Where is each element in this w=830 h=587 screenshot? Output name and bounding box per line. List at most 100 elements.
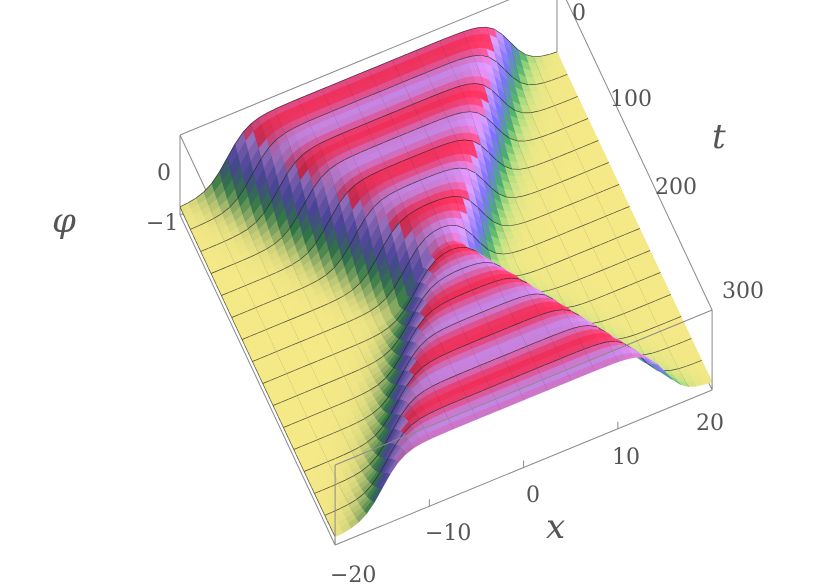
mesh-line — [262, 383, 266, 390]
mesh-line — [234, 132, 244, 145]
z-ticks: 0 −1 — [146, 161, 178, 236]
mesh-line — [386, 85, 395, 90]
mesh-line — [429, 357, 438, 363]
mesh-line — [281, 102, 291, 107]
mesh-line — [334, 133, 343, 138]
mesh-line — [314, 411, 323, 415]
mesh-line — [509, 41, 518, 50]
mesh-line — [597, 215, 606, 220]
mesh-line — [439, 378, 449, 383]
mesh-line — [317, 274, 327, 281]
mesh-line — [626, 256, 635, 261]
mesh-line — [453, 346, 462, 351]
mesh-line — [354, 179, 363, 186]
mesh-line — [380, 194, 389, 201]
mesh-line — [379, 397, 389, 408]
mesh-line — [357, 123, 366, 128]
x-tick-label: −20 — [330, 563, 376, 587]
mesh-line — [363, 484, 373, 494]
mesh-line — [329, 526, 333, 532]
mesh-line — [673, 316, 682, 321]
mesh-line — [549, 51, 558, 55]
mesh-line — [485, 117, 495, 125]
mesh-line — [456, 225, 465, 229]
mesh-line — [613, 288, 622, 293]
mesh-line — [546, 105, 555, 110]
mesh-line — [409, 154, 418, 159]
mesh-line — [267, 351, 277, 356]
mesh-line — [496, 159, 505, 167]
mesh-line — [442, 403, 451, 408]
mesh-line — [576, 250, 585, 255]
mesh-line — [449, 59, 458, 64]
mesh-line — [364, 207, 374, 219]
mesh-line — [203, 183, 212, 193]
mesh-line — [548, 130, 557, 135]
mesh-line — [424, 231, 434, 239]
mesh-line — [304, 389, 313, 393]
box-edge — [179, 214, 336, 546]
mesh-line — [404, 183, 413, 188]
mesh-line — [344, 76, 353, 81]
mesh-line — [359, 365, 368, 370]
mesh-line — [416, 317, 426, 329]
mesh-line — [233, 322, 238, 329]
mesh-line — [583, 345, 592, 350]
mesh-line — [259, 377, 264, 384]
mesh-line — [406, 311, 415, 327]
mesh-line — [596, 326, 606, 332]
mesh-line — [500, 327, 509, 332]
mesh-line — [280, 398, 289, 403]
mesh-line — [487, 249, 497, 254]
mesh-line — [417, 72, 427, 77]
mesh-line — [620, 285, 630, 289]
mesh-line — [329, 82, 338, 87]
mesh-line — [419, 269, 428, 283]
mesh-line — [437, 276, 447, 283]
mesh-line — [294, 287, 303, 292]
mesh-line — [395, 433, 404, 446]
mesh-line — [272, 405, 276, 412]
mesh-line — [532, 216, 541, 220]
mesh-line — [492, 330, 501, 335]
mesh-line — [403, 296, 413, 311]
mesh-line — [417, 238, 426, 249]
mesh-line — [349, 231, 358, 246]
mesh-line — [511, 277, 520, 280]
mesh-line — [265, 244, 275, 250]
mesh-line — [381, 113, 390, 118]
mesh-line — [344, 155, 353, 161]
mesh-line — [451, 167, 460, 170]
mesh-line — [284, 128, 293, 134]
mesh-line — [304, 310, 313, 314]
mesh-line — [273, 237, 282, 245]
mesh-line — [417, 151, 426, 156]
mesh-line — [353, 470, 362, 477]
mesh-line — [555, 285, 564, 289]
mesh-line — [333, 350, 342, 355]
mesh-line — [229, 288, 238, 293]
mesh-line — [450, 321, 459, 326]
mesh-line — [581, 325, 590, 327]
mesh-line — [590, 140, 599, 145]
mesh-line — [398, 386, 407, 401]
mesh-line — [336, 79, 346, 84]
mesh-line — [358, 442, 368, 448]
mesh-line — [400, 404, 409, 416]
mesh-line — [513, 296, 522, 300]
mesh-line — [502, 352, 511, 357]
mesh-line — [633, 331, 642, 336]
mesh-line — [290, 443, 295, 450]
mesh-line — [487, 358, 496, 363]
mesh-line — [486, 26, 495, 30]
mesh-line — [415, 126, 424, 130]
mesh-line — [218, 289, 222, 296]
mesh-line — [215, 284, 220, 291]
mesh-line — [558, 153, 568, 157]
mesh-line — [373, 116, 382, 121]
box-edge — [334, 309, 713, 466]
mesh-line — [577, 171, 586, 176]
mesh-line — [433, 145, 442, 149]
mesh-line — [343, 451, 352, 456]
mesh-line — [441, 142, 450, 146]
